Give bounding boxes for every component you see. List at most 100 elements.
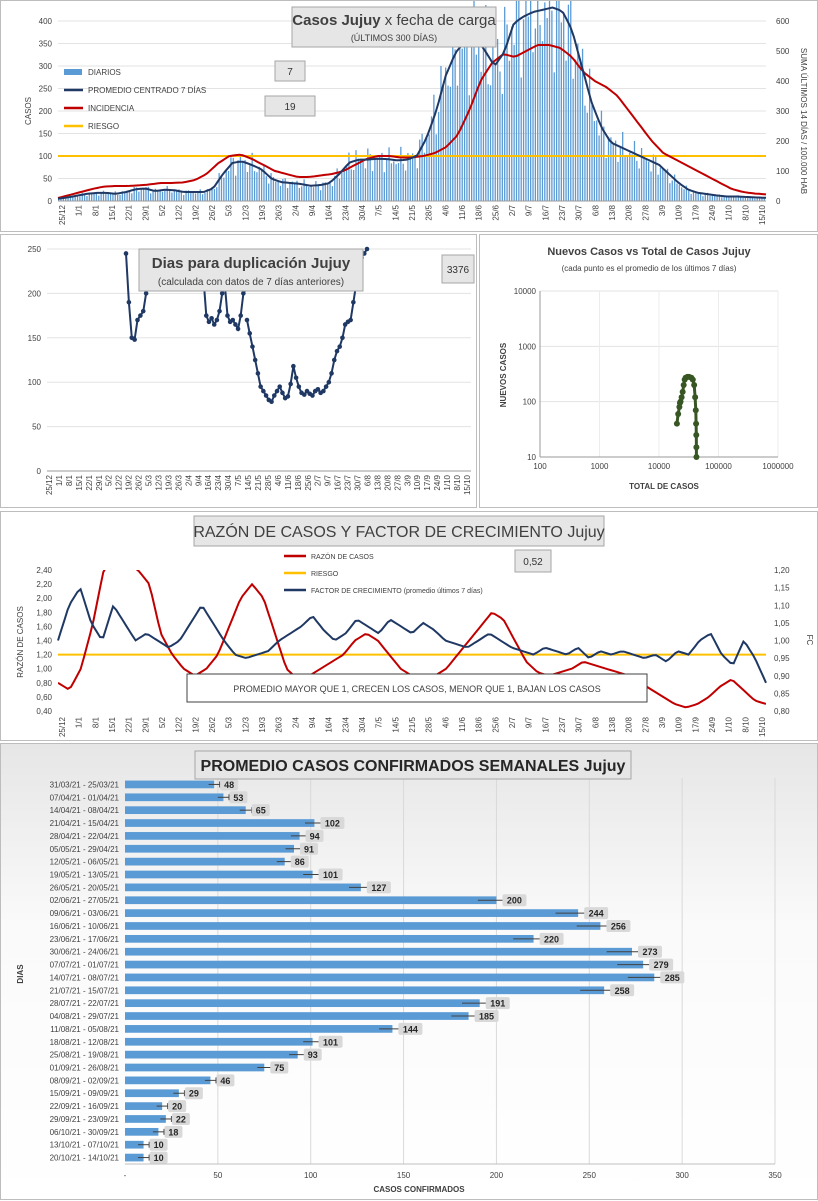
x-tick-label: 250 xyxy=(583,1171,597,1180)
scatter-point xyxy=(675,410,682,417)
x-tick-label: 100000 xyxy=(705,462,732,471)
daily-bar xyxy=(530,1,532,201)
daily-bar xyxy=(657,174,659,201)
daily-bar xyxy=(692,190,695,201)
daily-bar xyxy=(610,137,612,201)
daily-bar xyxy=(666,168,669,201)
daily-bar xyxy=(369,154,371,201)
x-tick-label: 30/4 xyxy=(358,204,367,220)
x-tick-label: 1/1 xyxy=(75,204,84,216)
x-tick-label: 100 xyxy=(304,1171,318,1180)
daily-bar xyxy=(761,197,763,201)
duplicacion-point xyxy=(244,317,250,323)
daily-bar xyxy=(740,196,742,201)
y2-tick-label: 1,00 xyxy=(774,637,790,646)
daily-bar xyxy=(758,196,761,201)
category-label: 07/07/21 - 01/07/21 xyxy=(50,961,120,970)
x-tick-label: 10/9 xyxy=(675,204,684,220)
duplicacion-point xyxy=(269,399,274,405)
category-label: 28/07/21 - 22/07/21 xyxy=(50,999,120,1008)
data-label-bg xyxy=(216,1074,235,1087)
daily-bar xyxy=(655,156,657,201)
daily-bar xyxy=(685,185,688,201)
data-label: 256 xyxy=(611,921,626,931)
daily-bar xyxy=(718,194,721,201)
legend-label: RIESGO xyxy=(88,122,119,131)
semanales-chart-panel: - 50 100 150 200 250 300 350 31/03/21 - 25/03/21… xyxy=(0,743,818,1200)
daily-bar xyxy=(296,180,298,201)
x-tick-label: 25/12 xyxy=(58,204,67,225)
data-label-bg xyxy=(303,1048,322,1061)
daily-bar xyxy=(353,169,355,201)
daily-bar xyxy=(270,173,272,201)
daily-bar xyxy=(251,152,253,201)
daily-bar xyxy=(223,177,225,201)
x-tick-label: 11/6 xyxy=(458,204,467,220)
daily-bar xyxy=(159,190,161,201)
category-label: 01/09/21 - 26/08/21 xyxy=(50,1064,120,1073)
daily-bar xyxy=(220,175,223,201)
chart-subtitle: (calculada con datos de 7 días anteriore… xyxy=(158,277,344,288)
daily-bar xyxy=(265,176,267,201)
x-tick-label: 11/6 xyxy=(284,474,293,490)
daily-bar xyxy=(114,191,116,201)
duplicacion-point xyxy=(321,388,326,394)
daily-bar xyxy=(414,156,416,201)
data-label-bg xyxy=(149,1151,168,1164)
daily-bar xyxy=(93,192,95,201)
daily-bar xyxy=(145,187,147,201)
y-axis-label: RAZÓN DE CASOS xyxy=(16,606,25,678)
category-label: 31/03/21 - 25/03/21 xyxy=(50,780,120,789)
x-tick-label: 2/4 xyxy=(184,474,193,486)
daily-bar xyxy=(560,22,562,201)
daily-bar xyxy=(107,193,109,201)
daily-bar xyxy=(126,191,128,201)
category-label: 30/06/21 - 24/06/21 xyxy=(50,948,120,957)
x-tick-label: 21/5 xyxy=(408,716,417,732)
bar xyxy=(125,986,605,995)
daily-bar xyxy=(360,159,362,201)
duplicacion-point xyxy=(301,392,307,397)
daily-bar xyxy=(515,1,518,201)
daily-bar xyxy=(235,175,237,201)
daily-bar xyxy=(124,192,126,201)
data-label: 75 xyxy=(274,1063,284,1073)
x-tick-label: 8/1 xyxy=(65,474,74,486)
duplicacion-point xyxy=(364,246,370,252)
data-label: 244 xyxy=(589,909,604,919)
daily-bar xyxy=(546,18,548,202)
duplicacion-point xyxy=(132,337,137,342)
daily-bar xyxy=(589,68,591,201)
daily-bar xyxy=(428,134,430,201)
data-label: 46 xyxy=(220,1076,230,1086)
y-tick-label: 350 xyxy=(39,40,53,49)
daily-bar xyxy=(539,25,541,201)
x-tick-label: 8/10 xyxy=(453,474,462,490)
duplicacion-point xyxy=(230,317,236,323)
daily-bar xyxy=(142,189,145,201)
daily-bar xyxy=(133,186,135,201)
y-tick-label: 250 xyxy=(39,85,53,94)
daily-bar xyxy=(72,196,74,201)
duplicacion-point xyxy=(214,317,220,323)
duplicacion-point xyxy=(209,315,214,321)
daily-bar xyxy=(688,190,690,201)
daily-bar xyxy=(463,16,466,201)
razon-chart-panel: 0,40 0,60 0,80 1,00 1,20 1,40 1,60 1,80 2,00 2,20… xyxy=(0,511,818,741)
daily-bar xyxy=(308,187,310,201)
category-label: 14/04/21 - 08/04/21 xyxy=(50,806,120,815)
promedio-line xyxy=(57,6,767,200)
daily-bar xyxy=(119,194,121,201)
y-tick-label: 1,00 xyxy=(36,665,52,674)
daily-bar xyxy=(669,183,671,201)
daily-bar xyxy=(494,63,496,201)
x-tick-label: 26/2 xyxy=(208,716,217,732)
daily-bar xyxy=(341,172,343,201)
x-tick-label: 22/1 xyxy=(125,204,134,220)
x-tick-label: 300 xyxy=(675,1171,689,1180)
x-tick-label: 8/10 xyxy=(741,204,750,220)
data-label: 127 xyxy=(371,883,386,893)
daily-bar xyxy=(317,185,319,201)
daily-bar xyxy=(558,1,560,201)
daily-bar xyxy=(664,169,666,201)
